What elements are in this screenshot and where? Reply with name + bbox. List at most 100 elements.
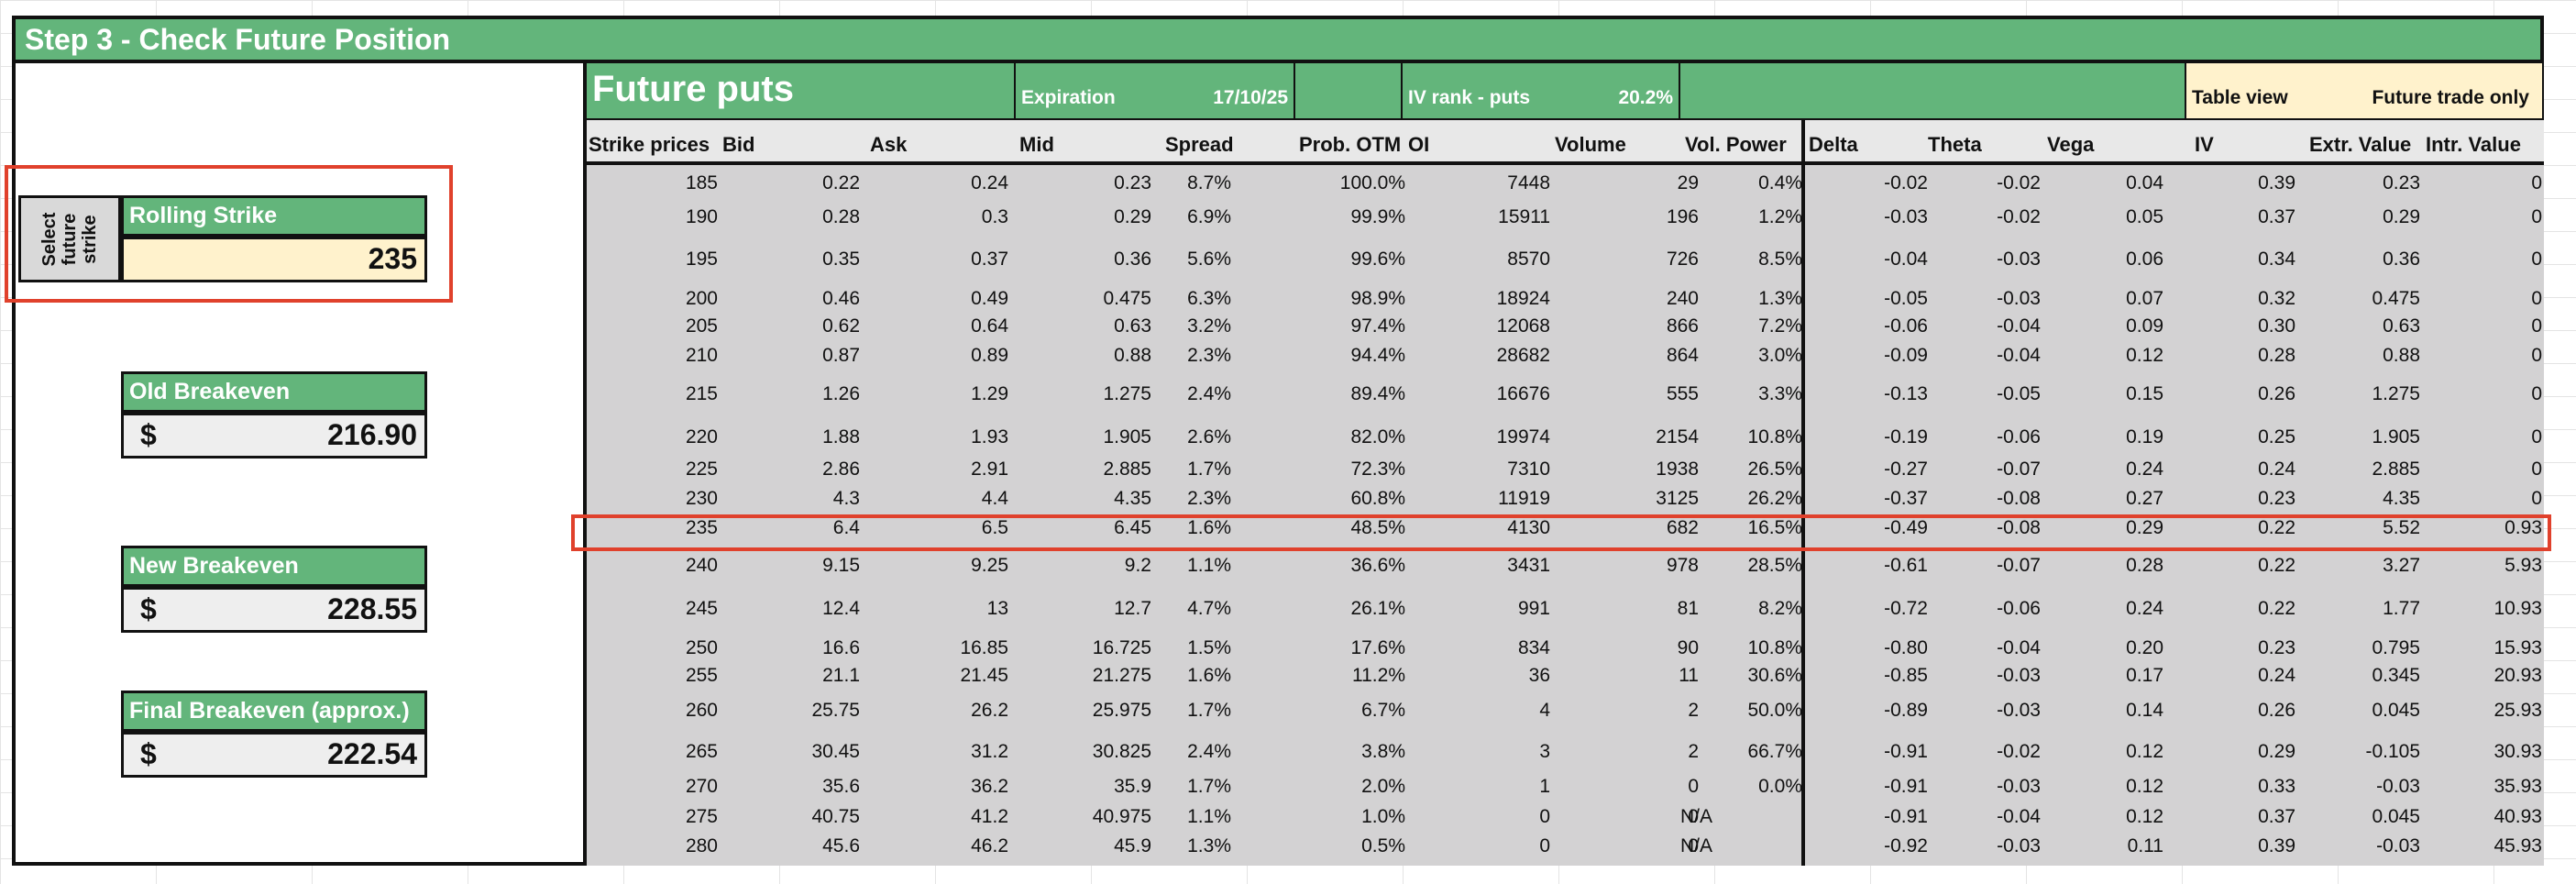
- cell-intr-value: 40.93: [2493, 806, 2542, 827]
- new-breakeven-value: $228.55: [121, 587, 427, 633]
- cell-iv: 0.30: [2258, 315, 2295, 337]
- col-theta: Theta: [1928, 133, 1982, 156]
- cell-ask: 0.24: [971, 172, 1008, 193]
- cell-spread: 2.4%: [1187, 383, 1231, 404]
- cell-delta: -0.19: [1884, 426, 1928, 448]
- col-prob-otm: Prob. OTM: [1299, 133, 1402, 156]
- cell-delta: -0.85: [1884, 665, 1928, 686]
- new-breakeven-label: New Breakeven: [121, 546, 427, 587]
- cell-volume: 3125: [1656, 488, 1699, 509]
- cell-extr-value: 3.27: [2383, 555, 2420, 576]
- cell-prob-otm: 6.7%: [1361, 700, 1405, 721]
- cell-bid: 0.62: [822, 315, 860, 337]
- cell-mid: 9.2: [1124, 555, 1151, 576]
- cell-theta: -0.04: [1997, 637, 2041, 658]
- cell-theta: -0.03: [1997, 835, 2041, 856]
- cell-strike: 275: [685, 806, 718, 827]
- cell-bid: 2.86: [822, 459, 860, 480]
- col-mid: Mid: [1019, 133, 1054, 156]
- cell-vol-power: 1.3%: [1758, 288, 1802, 309]
- cell-strike: 230: [685, 488, 718, 509]
- cell-intr-value: 0: [2531, 345, 2542, 366]
- cell-iv: 0.23: [2258, 637, 2295, 658]
- cell-spread: 1.7%: [1187, 776, 1231, 797]
- cell-mid: 1.905: [1103, 426, 1151, 448]
- old-breakeven-label: Old Breakeven: [121, 371, 427, 413]
- cell-vol-power: N/A: [1680, 835, 1713, 856]
- cell-theta: -0.03: [1997, 700, 2041, 721]
- cell-volume: 864: [1666, 345, 1699, 366]
- cell-bid: 35.6: [822, 776, 860, 797]
- cell-extr-value: 4.35: [2383, 488, 2420, 509]
- cell-extr-value: 0.23: [2383, 172, 2420, 193]
- cell-vol-power: 30.6%: [1747, 665, 1802, 686]
- cell-ask: 0.64: [971, 315, 1008, 337]
- cell-iv: 0.25: [2258, 426, 2295, 448]
- future-puts-title: Future puts: [585, 63, 1016, 120]
- cell-intr-value: 25.93: [2493, 700, 2542, 721]
- cell-delta: -0.06: [1884, 315, 1928, 337]
- cell-volume: 2: [1688, 741, 1699, 762]
- cell-intr-value: 5.93: [2504, 555, 2542, 576]
- cell-prob-otm: 99.6%: [1350, 249, 1405, 270]
- cell-vol-power: 26.5%: [1747, 459, 1802, 480]
- cell-ask: 4.4: [981, 488, 1008, 509]
- cell-delta: -0.49: [1884, 517, 1928, 538]
- cell-intr-value: 0: [2531, 488, 2542, 509]
- cell-mid: 40.975: [1092, 806, 1151, 827]
- cell-spread: 1.5%: [1187, 637, 1231, 658]
- cell-vol-power: 8.5%: [1758, 249, 1802, 270]
- table-view-cell[interactable]: Table view Future trade only: [2186, 63, 2544, 120]
- cell-prob-otm: 36.6%: [1350, 555, 1405, 576]
- cell-ask: 6.5: [981, 517, 1008, 538]
- cell-delta: -0.91: [1884, 741, 1928, 762]
- rolling-strike-label: Rolling Strike: [121, 195, 427, 237]
- cell-mid: 0.88: [1114, 345, 1151, 366]
- cell-oi: 0: [1539, 835, 1550, 856]
- cell-spread: 1.1%: [1187, 555, 1231, 576]
- cell-strike: 205: [685, 315, 718, 337]
- cell-prob-otm: 97.4%: [1350, 315, 1405, 337]
- selection-highlight-box: [5, 165, 453, 303]
- cell-extr-value: 1.77: [2383, 598, 2420, 619]
- cell-mid: 1.275: [1103, 383, 1151, 404]
- cell-mid: 0.475: [1103, 288, 1151, 309]
- table-left-border: [583, 63, 587, 866]
- cell-bid: 4.3: [832, 488, 860, 509]
- cell-oi: 11919: [1498, 488, 1550, 509]
- cell-bid: 1.88: [822, 426, 860, 448]
- cell-extr-value: -0.03: [2376, 835, 2420, 856]
- cell-theta: -0.03: [1997, 288, 2041, 309]
- cell-vega: 0.04: [2126, 172, 2163, 193]
- cell-extr-value: 0.795: [2372, 637, 2420, 658]
- cell-vega: 0.12: [2126, 776, 2163, 797]
- cell-delta: -0.13: [1884, 383, 1928, 404]
- cell-theta: -0.05: [1997, 383, 2041, 404]
- cell-strike: 250: [685, 637, 718, 658]
- cell-iv: 0.37: [2258, 806, 2295, 827]
- cell-extr-value: 0.36: [2383, 249, 2420, 270]
- cell-delta: -0.92: [1884, 835, 1928, 856]
- cell-ask: 36.2: [971, 776, 1008, 797]
- cell-strike: 255: [685, 665, 718, 686]
- cell-oi: 7448: [1507, 172, 1550, 193]
- col-ask: Ask: [870, 133, 908, 156]
- cell-intr-value: 0.93: [2504, 517, 2542, 538]
- rolling-strike-input[interactable]: 235: [121, 237, 427, 282]
- cell-bid: 1.26: [822, 383, 860, 404]
- cell-volume: 555: [1666, 383, 1699, 404]
- cell-ask: 9.25: [971, 555, 1008, 576]
- cell-vega: 0.27: [2126, 488, 2163, 509]
- expiration-cell: Expiration 17/10/25: [1016, 63, 1295, 120]
- cell-spread: 1.7%: [1187, 459, 1231, 480]
- cell-mid: 0.23: [1114, 172, 1151, 193]
- cell-bid: 16.6: [822, 637, 860, 658]
- cell-spread: 1.3%: [1187, 835, 1231, 856]
- cell-iv: 0.34: [2258, 249, 2295, 270]
- cell-mid: 0.29: [1114, 206, 1151, 227]
- cell-bid: 45.6: [822, 835, 860, 856]
- cell-intr-value: 20.93: [2493, 665, 2542, 686]
- cell-prob-otm: 0.5%: [1361, 835, 1405, 856]
- cell-iv: 0.29: [2258, 741, 2295, 762]
- cell-vol-power: N/A: [1680, 806, 1713, 827]
